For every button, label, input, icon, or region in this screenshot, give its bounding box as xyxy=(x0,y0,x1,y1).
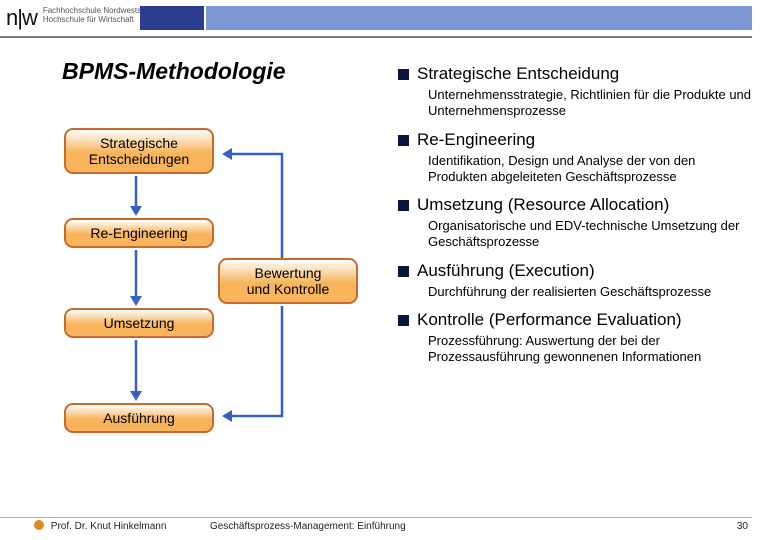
slide: n|w Fachhochschule Nordwestschweiz Hochs… xyxy=(0,0,780,540)
square-bullet-icon xyxy=(398,135,409,146)
logo-mark-text: n|w xyxy=(6,6,37,30)
definition-body: Organisatorische und EDV-technische Umse… xyxy=(428,218,754,251)
definition-head: Kontrolle (Performance Evaluation) xyxy=(398,310,754,330)
header-rule xyxy=(0,36,752,38)
slide-footer: Prof. Dr. Knut Hinkelmann Geschäftsproze… xyxy=(0,514,780,534)
definition-item: Umsetzung (Resource Allocation) Organisat… xyxy=(398,195,754,251)
author-dot-icon xyxy=(34,520,44,530)
definition-body: Unternehmensstrategie, Richtlinien für d… xyxy=(428,87,754,120)
definition-item: Strategische Entscheidung Unternehmensstr… xyxy=(398,64,754,120)
definition-item: Re-Engineering Identifikation, Design und… xyxy=(398,130,754,186)
definition-item: Ausführung (Execution) Durchführung der r… xyxy=(398,261,754,300)
definition-title: Kontrolle (Performance Evaluation) xyxy=(417,310,682,330)
footer-author: Prof. Dr. Knut Hinkelmann xyxy=(34,520,166,532)
logo-line2: Hochschule für Wirtschaft xyxy=(43,15,134,24)
square-bullet-icon xyxy=(398,69,409,80)
flow-diagram: StrategischeEntscheidungen Re-Engineering… xyxy=(40,118,380,488)
flow-node-strategic: StrategischeEntscheidungen xyxy=(64,128,214,174)
definition-head: Umsetzung (Resource Allocation) xyxy=(398,195,754,215)
definition-title: Umsetzung (Resource Allocation) xyxy=(417,195,669,215)
definition-item: Kontrolle (Performance Evaluation) Prozes… xyxy=(398,310,754,366)
flow-node-impl: Umsetzung xyxy=(64,308,214,338)
header-bar-light xyxy=(206,6,752,30)
flow-node-feedback: Bewertungund Kontrolle xyxy=(218,258,358,304)
flow-arrow xyxy=(127,176,145,216)
definition-head: Ausführung (Execution) xyxy=(398,261,754,281)
footer-page-number: 30 xyxy=(737,521,748,532)
footer-subtitle: Geschäftsprozess-Management: Einführung xyxy=(210,521,406,532)
definition-title: Re-Engineering xyxy=(417,130,535,150)
flow-arrow xyxy=(220,148,300,258)
flow-arrow xyxy=(127,250,145,306)
definition-body: Durchführung der realisierten Geschäftsp… xyxy=(428,284,754,300)
definition-title: Strategische Entscheidung xyxy=(417,64,619,84)
flow-node-exec: Ausführung xyxy=(64,403,214,433)
definition-head: Strategische Entscheidung xyxy=(398,64,754,84)
flow-node-reeng: Re-Engineering xyxy=(64,218,214,248)
square-bullet-icon xyxy=(398,315,409,326)
flow-arrow xyxy=(127,340,145,401)
slide-title: BPMS-Methodologie xyxy=(62,58,286,85)
definition-body: Identifikation, Design und Analyse der v… xyxy=(428,153,754,186)
square-bullet-icon xyxy=(398,266,409,277)
square-bullet-icon xyxy=(398,200,409,211)
definition-body: Prozessführung: Auswertung der bei der P… xyxy=(428,333,754,366)
header-bar-dark xyxy=(140,6,204,30)
definition-title: Ausführung (Execution) xyxy=(417,261,595,281)
definition-head: Re-Engineering xyxy=(398,130,754,150)
flow-arrow xyxy=(220,306,300,422)
slide-header: n|w Fachhochschule Nordwestschweiz Hochs… xyxy=(0,0,780,40)
footer-author-text: Prof. Dr. Knut Hinkelmann xyxy=(51,521,167,532)
definitions-list: Strategische Entscheidung Unternehmensstr… xyxy=(398,64,754,375)
